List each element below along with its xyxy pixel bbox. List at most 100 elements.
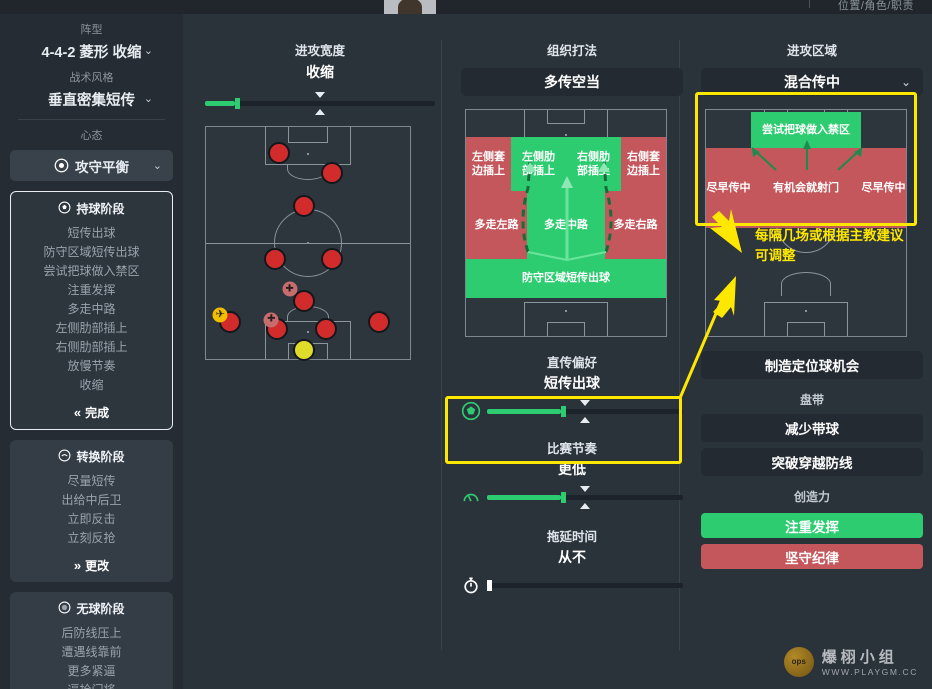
formation-pitch[interactable]: ✚ ✚ ✈ [205,126,411,361]
header-divider [809,0,810,8]
pitch-penalty-box-bottom [764,302,848,336]
phase-item: 右侧肋部插上 [55,340,128,354]
player-marker[interactable] [368,310,391,333]
slider-track[interactable] [487,486,683,509]
pitch-penalty-spot-bottom [565,310,567,312]
attack-area-title: 进攻区域 [786,44,837,58]
time-wasting-label: 拖延时间 [546,530,597,544]
style-selector[interactable]: 垂直密集短传 ⌄ [8,89,175,110]
zone-left-wide-overlap[interactable]: 左侧套 边插上 [466,137,511,192]
chevron-down-icon: ⌄ [152,160,162,172]
phase-header: 转换阶段 [16,448,167,465]
time-wasting-value: 从不 [558,549,586,565]
tempo-slider-group: 比赛节奏 更低 [461,438,683,509]
pitch-penalty-spot-top [565,134,567,136]
slider-marker-up-icon [580,417,590,423]
stopwatch-icon [461,575,481,595]
slider-track[interactable] [205,92,435,115]
tempo-slider[interactable] [461,486,683,509]
player-marker[interactable] [321,162,344,185]
mentality-selector[interactable]: 攻守平衡 ⌄ [10,150,173,181]
zone-play-centre[interactable]: 多走中路 [527,191,605,260]
dribble-less-button[interactable]: 减少带球 [701,414,923,442]
player-link-line [283,164,333,166]
zone-right-wide-overlap[interactable]: 右侧套 边插上 [621,137,666,192]
attack-width-label: 进攻宽度 [294,44,345,58]
slider-handle[interactable] [561,406,567,417]
player-marker[interactable] [268,141,291,164]
phase-action-button[interactable]: « 完成 [17,404,166,421]
formation-label: 阵型 [80,24,103,36]
phase-item: 多走中路 [67,302,116,316]
tempo-value: 更低 [558,461,586,477]
attack-area-selector[interactable]: 混合传中 ⌄ [701,68,923,96]
formation-selector[interactable]: 4-4-2 菱形 收缩 ⌄ [8,41,175,62]
phase-header: 持球阶段 [17,200,166,217]
phase-item: 短传出球 [67,226,116,240]
player-marker[interactable] [321,248,344,271]
tempo-gauge-icon [461,487,481,507]
annotation-text: 每隔几场或根据主教建议 可调整 [755,228,904,263]
style-label: 战术风格 [69,72,114,84]
watermark-name: 爆栩小组 [821,649,898,666]
phase-card-possession[interactable]: 持球阶段 短传出球 防守区域短传出球 尝试把球做入禁区 注重发挥 多走中路 左侧… [10,191,173,430]
phase-action-button[interactable]: » 更改 [16,557,167,574]
attack-zone-pitch[interactable]: 尝试把球做入禁区 尽早传中 有机会就射门 尽早传中 [705,109,907,337]
zone-early-cross-left[interactable]: 尽早传中 [706,148,751,228]
player-marker[interactable] [292,290,315,312]
buildup-selector[interactable]: 多传空当 [461,68,683,96]
zone-shoot-on-sight[interactable]: 有机会就射门 [751,148,861,228]
be-more-expressive-button[interactable]: 注重发挥 [701,513,923,538]
phase-item: 左侧肋部插上 [55,321,128,335]
phase-item: 放慢节奏 [67,359,116,373]
slider-track[interactable] [487,580,683,591]
pitch-channel-line-right [706,337,707,563]
header-right-label: 位置/角色/职责 [837,0,914,12]
zone-right-halfspace[interactable]: 右侧肋 部插上 [566,137,621,192]
chevron-down-icon: ⌄ [143,45,153,57]
watermark-url: WWW.PLAYGM.CC [821,667,918,677]
zone-early-cross-right[interactable]: 尽早传中 [861,148,906,228]
slider-handle[interactable] [487,580,492,591]
slider-handle[interactable] [234,98,240,109]
phase-item: 立刻反抢 [67,531,116,545]
player-marker[interactable] [292,194,315,217]
zone-play-right[interactable]: 多走右路 [605,191,666,260]
phase-title: 持球阶段 [76,202,125,216]
pitch-goal-box-top [288,127,328,143]
phase-card-transition[interactable]: 转换阶段 尽量短传 出给中后卫 立即反击 立刻反抢 » 更改 [10,440,173,582]
run-at-defence-button[interactable]: 突破穿越防线 [701,448,923,476]
be-more-disciplined-button[interactable]: 坚守纪律 [701,544,923,569]
zone-left-halfspace[interactable]: 左侧肋 部插上 [511,137,566,192]
buildup-selected-value: 多传空当 [544,74,600,90]
dribbling-label: 盘带 [799,393,824,407]
slider-track[interactable] [487,400,683,423]
mentality-icon [54,158,69,173]
pitch-penalty-spot-bottom [805,310,807,312]
pitch-goal-box-bottom [787,322,825,336]
slider-fill [487,409,562,414]
time-wasting-slider[interactable] [461,574,683,596]
player-marker[interactable] [315,317,338,340]
slider-handle[interactable] [561,492,567,503]
player-status-plus-icon: ✚ [282,281,298,297]
attack-width-slider[interactable] [205,92,435,115]
zone-short-from-defence[interactable]: 防守区域短传出球 [466,259,666,298]
transition-icon [58,449,71,465]
chevron-down-icon: ⌄ [900,75,911,89]
create-setpiece-button[interactable]: 制造定位球机会 [701,351,923,379]
buildup-zone-pitch[interactable]: 左侧套 边插上 左侧肋 部插上 右侧肋 部插上 右侧套 边插上 多走左路 多走中… [465,109,667,337]
direct-passing-slider[interactable] [461,400,683,423]
direct-passing-label: 直传偏好 [546,356,597,370]
phase-item: 防守区域短传出球 [43,245,140,259]
player-marker[interactable] [264,248,287,271]
top-header-strip: 位置/角色/职责 [0,0,932,14]
zone-work-ball-into-box[interactable]: 尝试把球做入禁区 [751,112,861,149]
tactics-sidebar: 阵型 4-4-2 菱形 收缩 ⌄ 战术风格 垂直密集短传 ⌄ 心态 攻守平衡 ⌄ [0,14,183,689]
phase-card-out-of-possession[interactable]: 无球阶段 后防线压上 遭遇线靠前 更多紧逼 逼抢门将 » 更改 [10,592,173,689]
style-value: 垂直密集短传 [48,93,135,109]
direct-passing-value: 短传出球 [544,375,600,391]
goalkeeper-marker[interactable] [292,338,315,361]
zone-play-left[interactable]: 多走左路 [466,191,527,260]
chevron-down-icon: ⌄ [143,93,153,105]
